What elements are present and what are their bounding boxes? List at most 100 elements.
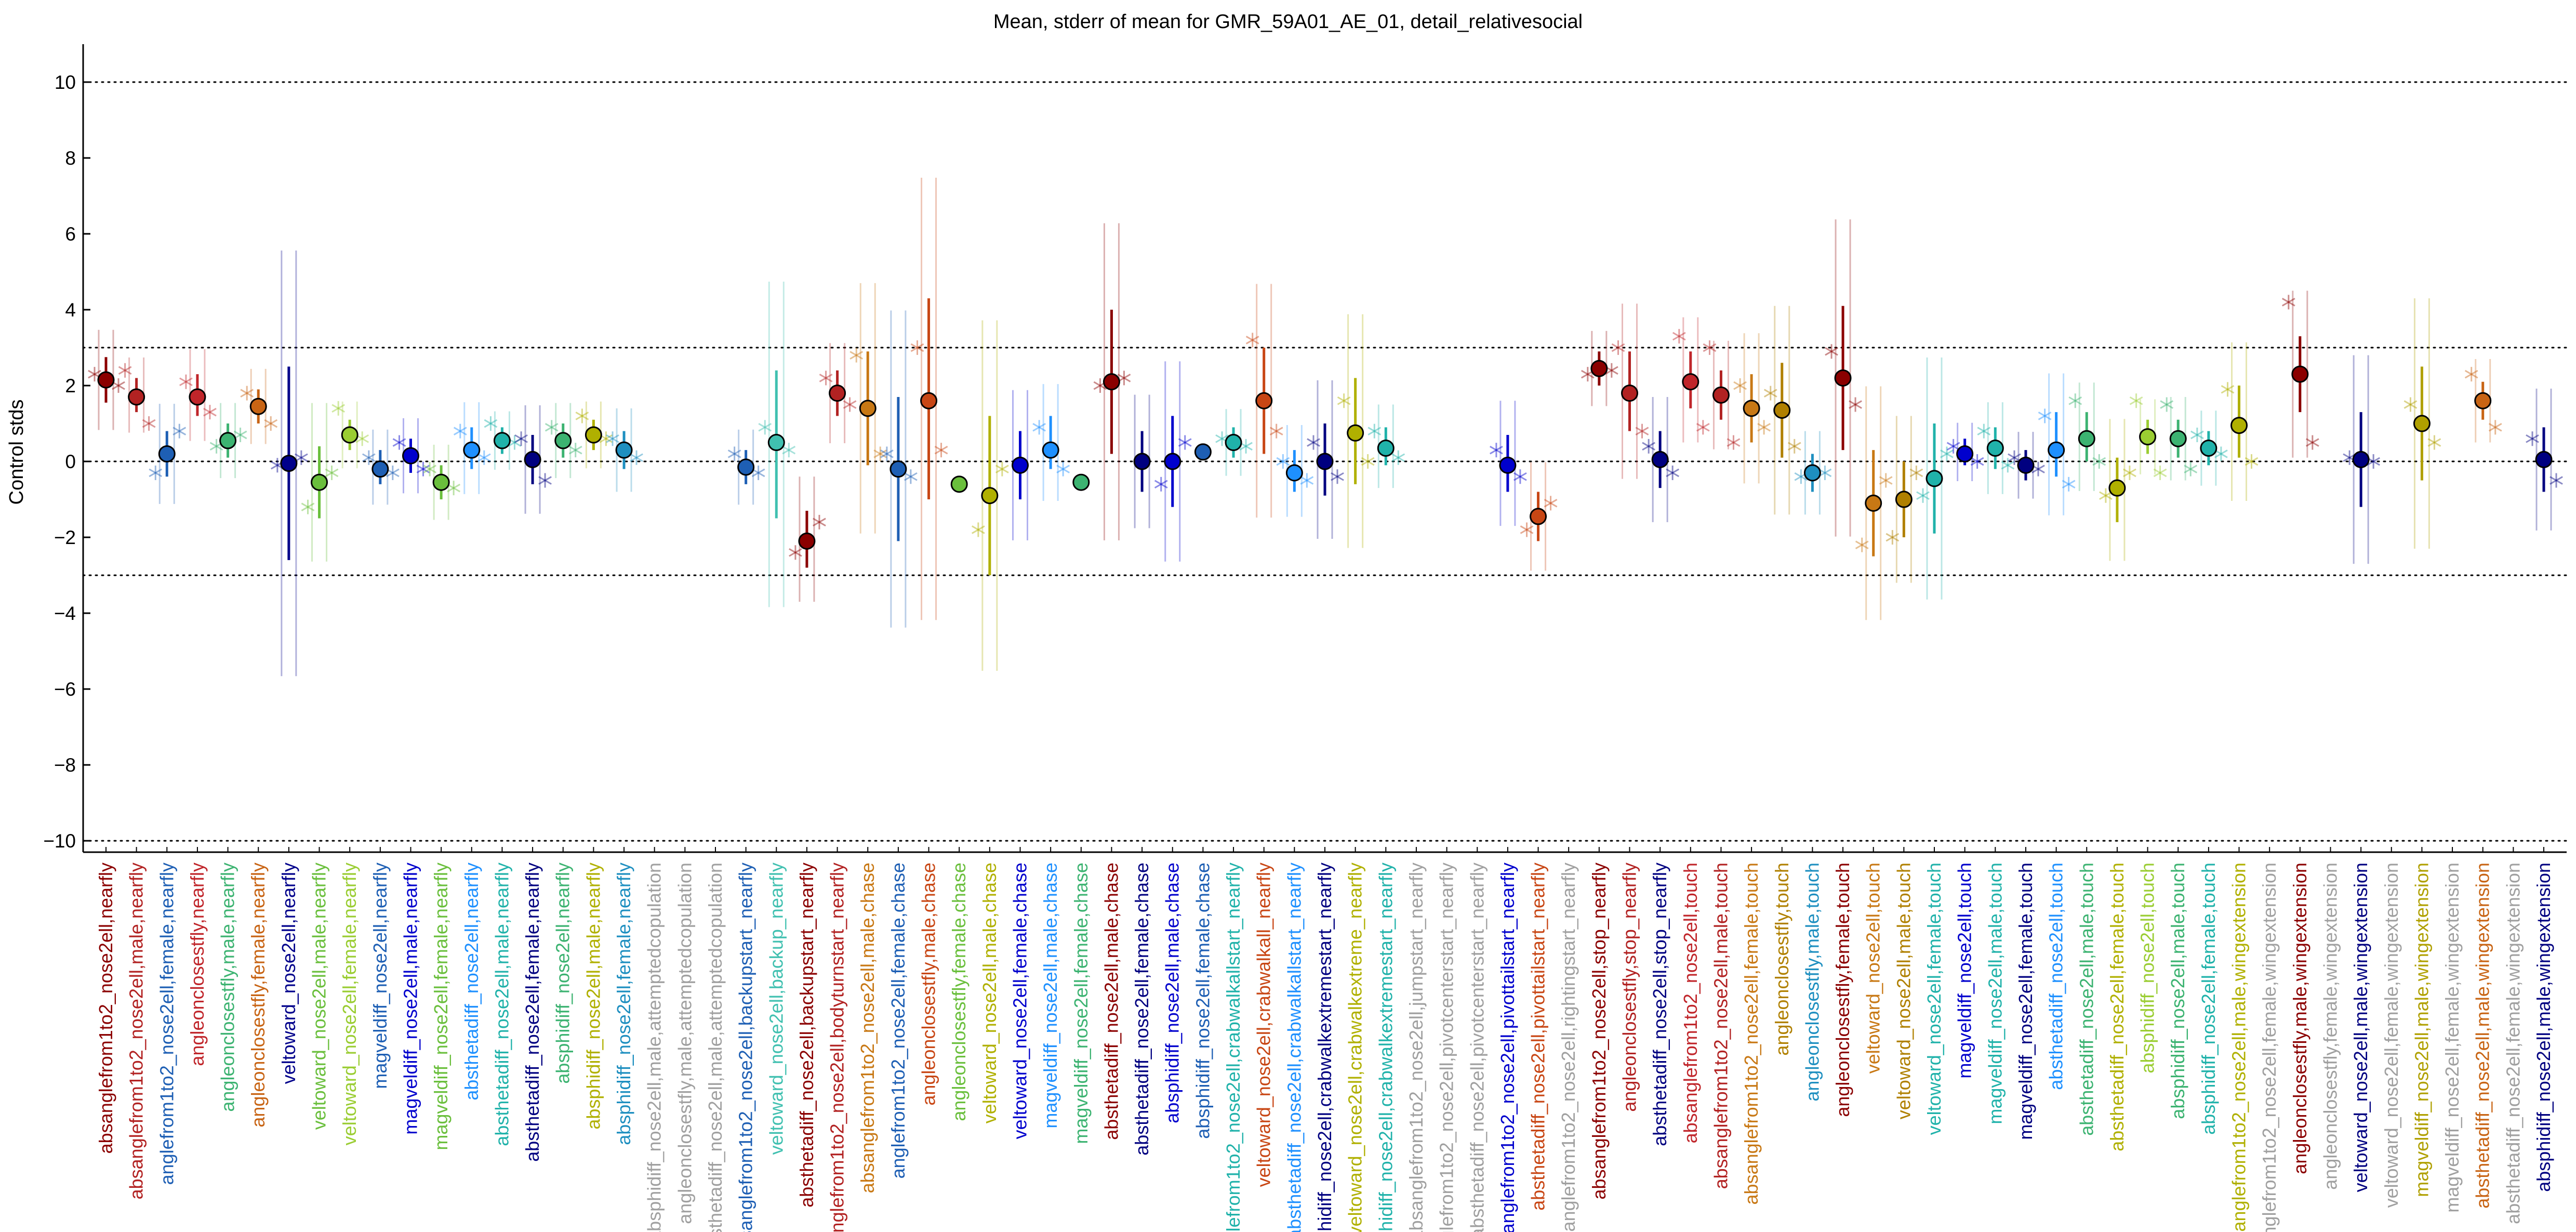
mean-marker (1103, 373, 1120, 391)
star-stroke (362, 453, 376, 462)
category-mark-group (1703, 340, 1741, 450)
category-mark-group (453, 402, 491, 494)
x-tick-label: absphidiff_nose2ell,male,touch (2167, 863, 2188, 1119)
star-marker (233, 427, 247, 442)
category-mark-group (1367, 404, 1405, 488)
mean-marker (2291, 365, 2309, 383)
star-stroke (1361, 457, 1375, 466)
star-marker (392, 435, 406, 450)
star-stroke (2008, 453, 2021, 462)
star-marker (1178, 435, 1192, 450)
star-stroke (423, 465, 437, 473)
x-tick-label: veltoward_nose2ell,backup_nearfly (765, 863, 787, 1155)
star-stroke (1696, 423, 1710, 432)
star-stroke (1490, 445, 1503, 455)
star-marker (1757, 420, 1771, 435)
category-mark-group (950, 475, 968, 493)
star-stroke (873, 449, 887, 458)
mean-marker (311, 473, 328, 491)
mean-marker (1956, 445, 1974, 462)
star-stroke (538, 476, 552, 485)
star-stroke (1970, 457, 1984, 466)
axes (82, 44, 2567, 853)
star-stroke (1733, 381, 1747, 390)
star-stroke (1520, 525, 1534, 534)
star-marker (453, 423, 467, 439)
x-tick-label: anglefrom1to2_nose2ell,female,chase (887, 863, 909, 1178)
star-marker (1307, 435, 1320, 450)
category-mark-group (392, 418, 430, 494)
star-stroke (1879, 476, 1893, 485)
star-stroke (325, 468, 339, 478)
category-mark-group (2038, 373, 2076, 515)
star-marker (149, 465, 163, 480)
star-stroke (1757, 423, 1771, 432)
star-marker (1970, 454, 1984, 469)
x-tick-label: angleonclosestfly,male,wingextension (2289, 863, 2311, 1174)
x-tick-label: absphidiff_nose2ell,female,chase (1192, 863, 1213, 1139)
mean-marker (1316, 453, 1334, 470)
star-marker (1635, 423, 1649, 439)
star-marker (514, 431, 528, 446)
star-stroke (2190, 430, 2204, 440)
x-tick-label: absthetadiff_nose2ell,female,wingextensi… (2502, 863, 2524, 1224)
star-stroke (2153, 468, 2167, 478)
star-stroke (416, 465, 430, 473)
star-marker (2305, 435, 2319, 450)
mean-marker (950, 475, 968, 493)
star-stroke (355, 434, 369, 443)
mean-marker (2413, 415, 2431, 432)
star-stroke (1757, 423, 1771, 432)
star-stroke (971, 525, 985, 534)
star-marker (1611, 340, 1625, 355)
star-marker (2038, 408, 2052, 423)
x-tick-label: angleonclosestfly,stop_nearfly (1619, 863, 1640, 1112)
star-stroke (1727, 438, 1741, 447)
star-stroke (843, 400, 857, 409)
x-tick-label: absanglefrom1to2_nose2ell,female,touch (1741, 863, 1762, 1204)
star-stroke (813, 518, 826, 527)
star-stroke (301, 502, 315, 511)
star-marker (2129, 393, 2143, 408)
star-stroke (1977, 427, 1991, 435)
star-stroke (2092, 457, 2106, 466)
star-marker (2404, 397, 2418, 412)
x-tick-label: angleonclosestfly,nearfly (187, 863, 208, 1066)
x-tick-label: absthetadiff_nose2ell,crabwalkallstart_n… (1283, 863, 1305, 1232)
star-marker (240, 386, 254, 401)
category-mark-group (1032, 384, 1070, 501)
x-tick-label: absthetadiff_nose2ell,pivottailstart_nea… (1528, 863, 1549, 1211)
mean-marker (1803, 464, 1821, 482)
star-stroke (142, 419, 156, 428)
star-marker (751, 465, 765, 480)
star-marker (1818, 465, 1832, 480)
category-mark-group (331, 401, 369, 469)
x-tick-label: anglefrom1to2_nose2ell,crabwalkallstart_… (1223, 863, 1244, 1232)
star-stroke (203, 407, 217, 417)
star-stroke (2153, 468, 2167, 478)
star-stroke (630, 453, 643, 462)
star-marker (1276, 454, 1290, 469)
star-marker (301, 499, 315, 514)
star-stroke (484, 419, 498, 428)
x-tick-label: absthetadiff_nose2ell,pivotcenterstart_n… (1466, 863, 1488, 1232)
mean-marker (1347, 424, 1364, 442)
mean-marker (158, 445, 176, 462)
star-stroke (789, 548, 802, 557)
star-stroke (392, 438, 406, 447)
star-stroke (2214, 449, 2228, 458)
mean-marker (2108, 479, 2126, 497)
y-tick-label: 10 (55, 72, 76, 93)
star-stroke (2526, 434, 2539, 443)
star-marker (575, 408, 589, 423)
category-mark-group (1307, 380, 1344, 539)
star-marker (971, 522, 985, 537)
star-stroke (1215, 434, 1229, 443)
mean-marker (1682, 373, 1699, 391)
star-stroke (301, 502, 315, 511)
star-marker (1672, 329, 1686, 344)
star-marker (1391, 450, 1405, 465)
star-stroke (1635, 427, 1649, 435)
star-stroke (1787, 442, 1801, 451)
y-tick-label: 4 (65, 299, 76, 321)
